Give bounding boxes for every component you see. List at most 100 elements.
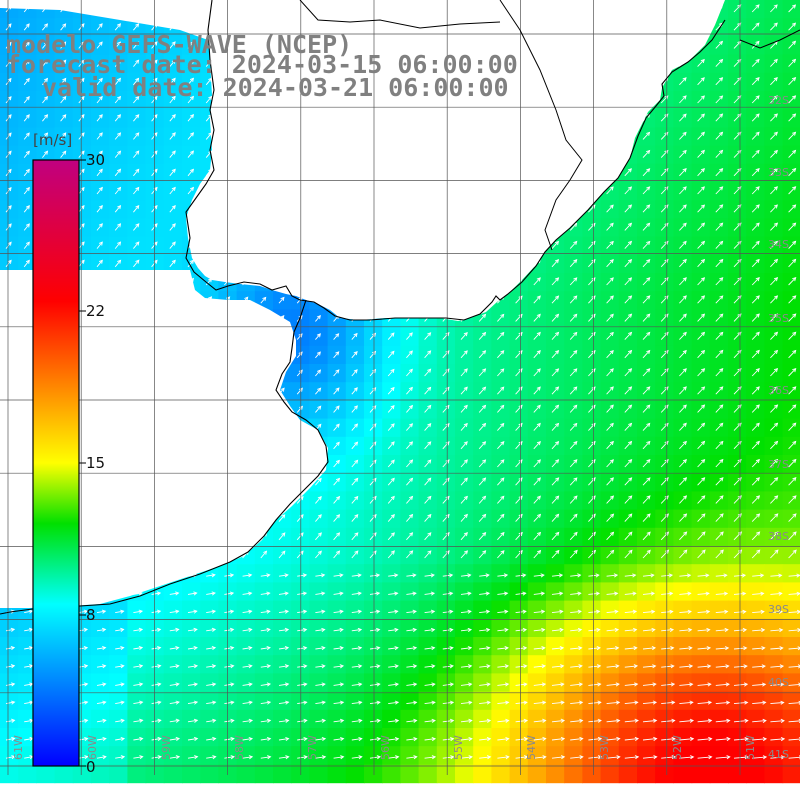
wind-arrow	[642, 295, 651, 304]
wind-arrow	[187, 682, 199, 687]
wind-arrow	[752, 627, 766, 633]
wind-arrow	[479, 682, 491, 687]
wind-arrow	[770, 700, 785, 705]
wind-arrow	[5, 132, 12, 140]
wind-arrow	[387, 423, 395, 431]
wind-arrow	[697, 495, 706, 504]
wind-arrow	[442, 423, 450, 431]
wind-arrow	[497, 350, 505, 359]
wind-arrow	[460, 718, 473, 723]
wind-arrow	[78, 682, 89, 687]
wind-arrow	[606, 700, 621, 705]
wind-arrow	[642, 591, 656, 596]
wind-arrow	[206, 664, 217, 669]
wind-arrow	[733, 573, 747, 578]
wind-arrow	[369, 718, 381, 723]
wind-arrow	[642, 477, 651, 486]
wind-arrow	[133, 682, 144, 687]
wind-arrow	[387, 459, 395, 468]
wind-arrow	[424, 550, 432, 559]
wind-arrow	[715, 331, 724, 340]
wind-arrow	[460, 404, 468, 413]
wind-arrow	[533, 609, 546, 614]
wind-arrow	[133, 718, 144, 723]
wind-arrow	[23, 114, 30, 122]
wind-arrow	[715, 295, 724, 304]
wind-arrow	[23, 168, 30, 177]
wind-arrow	[297, 664, 308, 669]
wind-arrow	[551, 477, 560, 486]
colorbar-unit: [m/s]	[33, 131, 73, 149]
wind-arrow	[297, 609, 308, 614]
wind-arrow	[460, 646, 473, 651]
wind-arrow	[624, 240, 633, 249]
wind-arrow	[115, 718, 125, 723]
lat-label: 36S	[768, 384, 789, 397]
wind-arrow	[788, 186, 797, 195]
wind-arrow	[42, 95, 48, 104]
wind-arrow	[424, 627, 436, 632]
wind-arrow	[697, 331, 706, 340]
wind-arrow	[478, 422, 487, 431]
wind-arrow	[406, 332, 413, 340]
wind-arrow	[642, 149, 651, 158]
wind-arrow	[96, 736, 107, 742]
wind-arrow	[606, 591, 619, 596]
wind-arrow	[388, 736, 400, 742]
wind-arrow	[515, 368, 523, 377]
wind-arrow	[115, 664, 125, 669]
wind-arrow	[169, 591, 180, 596]
wind-arrow	[114, 168, 122, 177]
wind-arrow	[606, 513, 615, 522]
wind-arrow	[715, 495, 724, 504]
wind-arrow	[24, 609, 34, 614]
wind-arrow	[606, 755, 621, 760]
wind-arrow	[752, 573, 765, 578]
wind-arrow	[351, 609, 363, 614]
wind-arrow	[606, 313, 614, 322]
wind-arrow	[733, 718, 749, 723]
wind-arrow	[770, 591, 783, 596]
wind-arrow	[569, 240, 578, 249]
wind-arrow	[751, 131, 760, 140]
wind-arrow	[679, 386, 687, 395]
wind-arrow	[606, 495, 615, 504]
wind-arrow	[442, 646, 454, 651]
wind-arrow	[479, 573, 490, 578]
wind-arrow	[224, 682, 235, 687]
wind-arrow	[751, 531, 761, 541]
wind-arrow	[515, 513, 523, 522]
wind-arrow	[788, 77, 797, 86]
wind-arrow	[78, 736, 89, 742]
wind-arrow	[406, 513, 414, 522]
colorbar-tick-22: 22	[86, 302, 106, 320]
wind-arrow	[351, 459, 359, 468]
wind-arrow	[642, 168, 651, 177]
wind-arrow	[460, 550, 469, 559]
wind-arrow	[278, 627, 290, 632]
valid-date: valid date: 2024-03-21 06:00:00	[42, 73, 509, 102]
lon-label: 61W	[12, 735, 25, 760]
wind-arrow	[624, 495, 633, 504]
wind-arrow	[770, 4, 778, 13]
wind-arrow	[242, 591, 253, 596]
wind-arrow	[133, 41, 140, 49]
wind-arrow	[460, 609, 472, 614]
wind-arrow	[606, 222, 614, 231]
wind-arrow	[242, 664, 253, 669]
wind-arrow	[23, 259, 30, 268]
wind-arrow	[479, 591, 491, 596]
wind-arrow	[151, 591, 162, 596]
wind-arrow	[569, 258, 578, 268]
wind-arrow	[23, 223, 30, 231]
lon-label: 53W	[598, 735, 611, 760]
wind-arrow	[497, 736, 510, 742]
wind-arrow	[770, 513, 779, 522]
wind-arrow	[333, 514, 341, 522]
wind-arrow	[424, 591, 436, 596]
wind-arrow	[515, 736, 529, 742]
wind-arrow	[133, 700, 144, 705]
wind-arrow	[133, 132, 140, 140]
wind-arrow	[642, 349, 651, 359]
